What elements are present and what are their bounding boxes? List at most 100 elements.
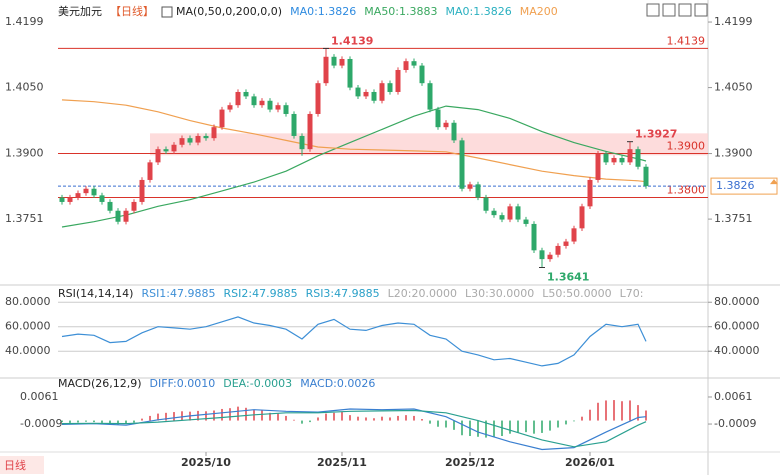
legend-label: DIFF:0.0010 — [150, 377, 216, 390]
candle-body — [363, 91, 369, 97]
candle-body — [187, 138, 193, 143]
macd-bar — [389, 417, 391, 421]
macd-bar — [533, 420, 535, 434]
y-tick-label: -0.0009 — [20, 417, 62, 430]
macd-bar — [77, 420, 79, 423]
candle-body — [323, 56, 329, 84]
candle-body — [403, 61, 409, 70]
macd-bar — [61, 420, 63, 423]
rsi-line — [61, 316, 647, 367]
candle-body — [515, 206, 521, 220]
macd-bar — [525, 420, 527, 433]
macd-bar — [109, 420, 111, 424]
candle-body — [611, 157, 617, 163]
macd-bar — [429, 420, 431, 424]
y-tick-label: 1.4050 — [714, 81, 753, 94]
y-tick-label: 0.0061 — [714, 390, 753, 403]
y-tick-label: 1.4199 — [714, 15, 753, 28]
last-price-marker — [770, 179, 778, 185]
candle-body — [219, 109, 225, 128]
x-tick-label: 2025/12 — [445, 456, 495, 469]
macd-bar — [461, 420, 463, 436]
macd-bar — [541, 420, 543, 433]
candle-body — [59, 197, 65, 202]
candle-body — [179, 138, 185, 145]
ma-line — [61, 99, 647, 183]
indicator-icon — [161, 6, 173, 18]
macd-bar — [341, 412, 343, 421]
macd-bar — [453, 420, 455, 430]
y-tick-label: 1.3900 — [5, 147, 44, 160]
macd-bar — [213, 410, 215, 421]
candle-body — [419, 65, 425, 84]
macd-bar — [405, 415, 407, 421]
candle-body — [235, 91, 241, 106]
y-tick-label: 1.4199 — [5, 15, 44, 28]
legend-label: L70: — [620, 287, 644, 300]
last-price-label: 1.3826 — [716, 179, 755, 192]
candle-body — [299, 135, 305, 150]
candle-body — [131, 201, 137, 211]
macd-bar — [645, 410, 647, 421]
candle-body — [579, 206, 585, 229]
legend-label: MA50:1.3883 — [364, 5, 437, 18]
x-tick-label: 2025/11 — [317, 456, 367, 469]
last-price-box — [710, 177, 778, 195]
candle-body — [619, 157, 625, 163]
y-tick-label: 80.0000 — [5, 295, 51, 308]
macd-bar — [549, 420, 551, 431]
macd-bar — [245, 407, 247, 421]
macd-bar — [117, 420, 119, 425]
candle-body — [555, 245, 561, 255]
diff-line — [61, 408, 647, 451]
macd-bar — [413, 415, 415, 421]
candle-body — [139, 179, 145, 202]
icon[interactable] — [678, 3, 692, 17]
macd-bar — [373, 418, 375, 421]
macd-bar — [285, 415, 287, 421]
icon[interactable] — [662, 3, 676, 17]
candle-body — [99, 195, 105, 202]
candle-body — [491, 210, 497, 216]
candle-body — [459, 140, 465, 189]
candle-body — [483, 197, 489, 211]
candle-body — [115, 210, 121, 222]
icon[interactable] — [646, 3, 660, 17]
icon[interactable] — [694, 3, 708, 17]
panel-title: RSI(14,14,14) — [58, 287, 133, 300]
macd-bar — [157, 413, 159, 421]
period-tab[interactable]: 日线 — [4, 458, 26, 472]
candle-body — [283, 105, 289, 114]
macd-bar — [605, 400, 607, 421]
macd-bar — [437, 420, 439, 427]
macd-bar — [125, 420, 127, 424]
macd-bar — [381, 416, 383, 421]
candle-body — [331, 56, 337, 66]
candle-body — [75, 193, 81, 198]
candle-body — [379, 83, 385, 101]
candle-body — [315, 83, 321, 114]
y-tick-label: 1.4050 — [5, 81, 44, 94]
y-tick-label: 80.0000 — [714, 295, 760, 308]
macd-bar — [477, 420, 479, 437]
y-tick-label: 60.0000 — [714, 320, 760, 333]
macd-bar — [173, 412, 175, 421]
legend-label: L30:30.0000 — [465, 287, 534, 300]
legend-label: RSI1:47.9885 — [141, 287, 215, 300]
y-tick-label: 40.0000 — [5, 344, 51, 357]
candle-body — [531, 223, 537, 251]
candle-body — [155, 149, 161, 163]
macd-bar — [141, 418, 143, 421]
candle-body — [371, 91, 377, 101]
tab-bg[interactable] — [0, 456, 44, 474]
candle-body — [507, 206, 513, 220]
macd-bar — [133, 420, 135, 423]
zone — [150, 133, 708, 156]
macd-bar — [205, 411, 207, 421]
macd-bar — [333, 412, 335, 421]
legend-label: L50:50.0000 — [542, 287, 611, 300]
x-tick-label: 2026/01 — [565, 456, 615, 469]
macd-bar — [325, 413, 327, 421]
